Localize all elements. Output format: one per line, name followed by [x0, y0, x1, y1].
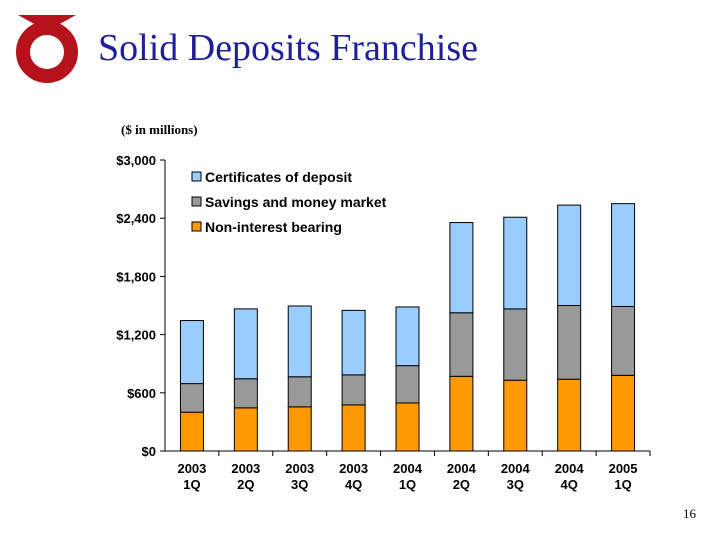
x-tick-label: 2003 1Q — [177, 461, 206, 492]
bar-segment — [287, 376, 312, 408]
y-tick-label: $3,000 — [116, 153, 156, 168]
bar-segment — [341, 309, 366, 376]
x-tick-label: 2004 3Q — [501, 461, 531, 492]
x-tick-label: 2003 2Q — [231, 461, 260, 492]
bar-segment — [179, 383, 204, 413]
chart-subtitle: ($ in millions) — [121, 122, 198, 137]
bar-segment — [449, 375, 474, 452]
legend-swatch — [191, 171, 202, 182]
bar-segment — [179, 320, 204, 385]
legend-label: Savings and money market — [205, 194, 387, 210]
bar-segment — [287, 406, 312, 452]
bar-segment — [341, 374, 366, 406]
legend-swatch — [191, 196, 202, 207]
bar-segment — [557, 305, 582, 380]
bar-segment — [611, 374, 636, 452]
bar-segment — [611, 203, 636, 307]
legend-label: Certificates of deposit — [205, 169, 352, 185]
bar-segment — [395, 306, 420, 367]
y-tick-label: $0 — [142, 444, 156, 459]
y-tick-label: $600 — [127, 386, 156, 401]
legend-swatch — [191, 221, 202, 232]
bar-segment — [557, 378, 582, 452]
y-tick-label: $2,400 — [116, 211, 156, 226]
bar-segment — [179, 411, 204, 452]
bar-segment — [395, 402, 420, 452]
bar-segment — [449, 222, 474, 314]
bar-segment — [233, 378, 258, 409]
company-logo-icon — [16, 15, 78, 83]
bar-segment — [503, 308, 528, 381]
bar-segment — [503, 216, 528, 310]
bar-segment — [341, 404, 366, 452]
x-tick-label: 2004 2Q — [447, 461, 477, 492]
y-tick-label: $1,200 — [116, 328, 156, 343]
bar-segment — [287, 305, 312, 378]
x-tick-label: 2003 4Q — [339, 461, 368, 492]
bar-segment — [395, 365, 420, 404]
legend-label: Non-interest bearing — [205, 219, 342, 235]
bar-segment — [233, 407, 258, 452]
bar-segment — [449, 312, 474, 377]
bar-segment — [233, 308, 258, 380]
x-tick-label: 2003 3Q — [285, 461, 314, 492]
page-number: 16 — [683, 506, 696, 521]
x-tick-label: 2004 4Q — [555, 461, 585, 492]
bar-segment — [557, 204, 582, 306]
x-tick-label: 2004 1Q — [393, 461, 423, 492]
page-title: Solid Deposits Franchise — [98, 27, 478, 69]
y-tick-label: $1,800 — [116, 269, 156, 284]
bar-segment — [503, 379, 528, 452]
bar-segment — [611, 305, 636, 376]
x-tick-label: 2005 1Q — [609, 461, 638, 492]
